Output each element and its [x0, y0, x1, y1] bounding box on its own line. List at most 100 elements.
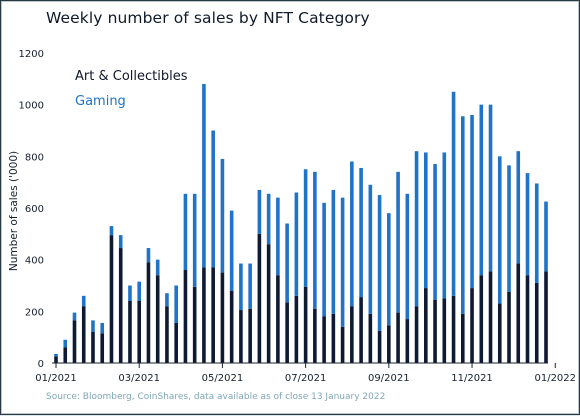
- bar-gaming: [155, 259, 160, 276]
- bar-art-collectibles: [54, 356, 58, 363]
- bar-gaming: [229, 210, 234, 291]
- bar-gaming: [442, 152, 447, 299]
- bar-gaming: [248, 263, 252, 309]
- bar-gaming: [322, 202, 326, 317]
- bar-gaming: [285, 223, 289, 303]
- x-tick-label: 11/2021: [451, 373, 493, 384]
- bar-gaming: [497, 156, 502, 304]
- bar-gaming: [460, 116, 465, 314]
- bar-art-collectibles: [118, 248, 123, 363]
- bar-gaming: [174, 285, 178, 323]
- bar-gaming: [202, 84, 206, 268]
- bar-art-collectibles: [303, 286, 308, 363]
- bar-gaming: [387, 213, 391, 326]
- bar-art-collectibles: [396, 312, 400, 363]
- bar-art-collectibles: [266, 244, 271, 363]
- bar-art-collectibles: [451, 295, 456, 363]
- bar-art-collectibles: [248, 308, 252, 363]
- bar-gaming: [331, 189, 336, 314]
- bar-gaming: [183, 193, 188, 270]
- bar-art-collectibles: [211, 267, 215, 363]
- bar-gaming: [525, 173, 530, 276]
- bar-gaming: [340, 197, 345, 327]
- legend-gaming: Gaming: [75, 94, 126, 109]
- bar-art-collectibles: [294, 295, 299, 363]
- bar-gaming: [359, 167, 363, 298]
- bar-art-collectibles: [387, 325, 391, 363]
- x-tick-label: 05/2021: [202, 373, 244, 384]
- bar-gaming: [54, 353, 58, 357]
- bar-gaming: [294, 192, 299, 296]
- bar-art-collectibles: [192, 286, 197, 363]
- bar-gaming: [313, 171, 317, 309]
- bar-art-collectibles: [516, 263, 521, 363]
- bar-art-collectibles: [340, 326, 345, 363]
- bar-art-collectibles: [359, 297, 363, 363]
- bar-gaming: [81, 295, 86, 307]
- bars: [54, 84, 548, 363]
- x-tick-label: 09/2021: [368, 373, 410, 384]
- bar-gaming: [303, 169, 308, 287]
- bar-art-collectibles: [174, 322, 178, 363]
- x-tick-label: 01/2022: [534, 373, 576, 384]
- bar-gaming: [350, 161, 354, 307]
- bar-art-collectibles: [350, 306, 354, 363]
- y-tick-label: 1000: [19, 101, 44, 112]
- bar-art-collectibles: [183, 270, 188, 363]
- bar-art-collectibles: [507, 291, 511, 363]
- bar-art-collectibles: [109, 235, 114, 363]
- bar-art-collectibles: [128, 301, 132, 363]
- bar-gaming: [118, 235, 123, 249]
- bar-art-collectibles: [229, 290, 234, 363]
- y-tick-label: 0: [38, 359, 44, 370]
- bar-gaming: [470, 115, 474, 289]
- bar-gaming: [488, 104, 493, 272]
- y-tick-label: 600: [25, 204, 44, 215]
- bar-gaming: [433, 164, 437, 300]
- bar-art-collectibles: [460, 313, 465, 363]
- y-tick-label: 1200: [19, 49, 44, 60]
- x-tick-label: 07/2021: [285, 373, 327, 384]
- bar-gaming: [91, 320, 95, 332]
- bar-art-collectibles: [91, 332, 95, 363]
- bar-art-collectibles: [424, 288, 428, 363]
- bar-gaming: [266, 193, 271, 245]
- bar-art-collectibles: [81, 306, 86, 363]
- bar-art-collectibles: [137, 301, 142, 363]
- bar-art-collectibles: [257, 233, 262, 363]
- bar-art-collectibles: [239, 310, 243, 363]
- bar-art-collectibles: [442, 298, 447, 363]
- x-tick-label: 03/2021: [118, 373, 160, 384]
- bar-gaming: [128, 285, 132, 301]
- y-tick-label: 400: [25, 256, 44, 267]
- bar-art-collectibles: [534, 282, 539, 363]
- bar-art-collectibles: [313, 308, 317, 363]
- bar-gaming: [534, 183, 539, 283]
- bar-art-collectibles: [202, 267, 206, 363]
- bar-gaming: [544, 201, 548, 272]
- bar-gaming: [192, 193, 197, 287]
- bar-art-collectibles: [63, 347, 68, 363]
- bar-gaming: [451, 91, 456, 296]
- bar-art-collectibles: [497, 303, 502, 363]
- bar-gaming: [63, 339, 68, 348]
- bar-art-collectibles: [479, 275, 484, 363]
- bar-art-collectibles: [470, 288, 474, 363]
- bar-gaming: [165, 293, 169, 307]
- bar-art-collectibles: [544, 271, 548, 363]
- bar-gaming: [146, 248, 151, 263]
- bar-art-collectibles: [155, 275, 160, 363]
- bar-gaming: [414, 151, 419, 307]
- bar-gaming: [239, 263, 243, 311]
- bar-art-collectibles: [285, 302, 289, 363]
- x-axis: 01/2021 03/2021 05/2021 07/2021 09/2021 11/20…: [35, 362, 576, 384]
- bar-art-collectibles: [368, 313, 373, 363]
- bar-gaming: [424, 152, 428, 289]
- y-tick-label: 800: [25, 152, 44, 163]
- y-axis-label: Number of sales ('000): [8, 151, 20, 271]
- bar-art-collectibles: [72, 320, 77, 363]
- legend-art-collectibles: Art & Collectibles: [75, 69, 188, 84]
- bar-gaming: [368, 184, 373, 314]
- bar-gaming: [396, 171, 400, 313]
